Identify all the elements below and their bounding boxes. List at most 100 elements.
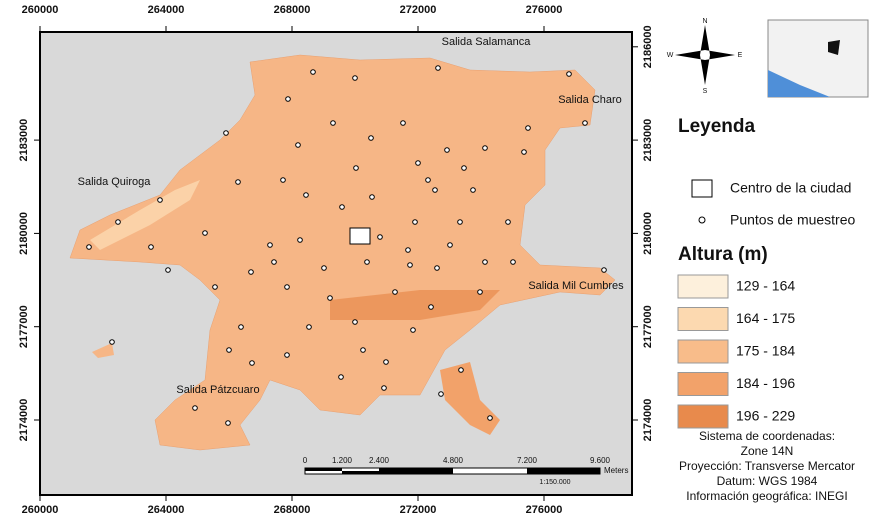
sample-point bbox=[165, 267, 171, 273]
sample-point bbox=[330, 120, 336, 126]
y-tick-label: 2177000 bbox=[642, 305, 654, 348]
sample-point bbox=[383, 359, 389, 365]
sample-point bbox=[525, 125, 531, 131]
legend-swatch bbox=[677, 372, 729, 396]
sample-point bbox=[192, 405, 198, 411]
sample-point bbox=[601, 267, 607, 273]
legend-item: Puntos de muestreo bbox=[730, 212, 856, 228]
low-band bbox=[90, 180, 200, 250]
legend-class-label: 129 - 164 bbox=[736, 278, 795, 294]
sample-point bbox=[284, 284, 290, 290]
y-tick-label: 2180000 bbox=[18, 212, 30, 255]
sample-point bbox=[428, 304, 434, 310]
sample-point bbox=[353, 165, 359, 171]
place-label: Salida Quiroga bbox=[78, 176, 152, 188]
legend-item: Centro de la ciudad bbox=[730, 180, 851, 196]
sample-point bbox=[407, 262, 413, 268]
legend-swatch bbox=[677, 404, 729, 429]
legend-class-label: 196 - 229 bbox=[736, 408, 795, 424]
scale-label: 4.800 bbox=[443, 456, 464, 465]
sample-point bbox=[582, 120, 588, 126]
sample-point bbox=[310, 69, 316, 75]
sample-point bbox=[438, 391, 444, 397]
place-label: Salida Salamanca bbox=[442, 36, 532, 48]
sample-point bbox=[415, 160, 421, 166]
svg-text:S: S bbox=[703, 88, 708, 95]
sample-point bbox=[457, 219, 463, 225]
sample-point bbox=[410, 327, 416, 333]
sample-point bbox=[235, 179, 241, 185]
sample-point bbox=[566, 71, 572, 77]
sample-point bbox=[249, 360, 255, 366]
svg-text:E: E bbox=[738, 52, 743, 59]
scale-label: 7.200 bbox=[517, 456, 538, 465]
sample-point bbox=[271, 259, 277, 265]
sample-point bbox=[321, 265, 327, 271]
sample-point bbox=[470, 187, 476, 193]
sample-point bbox=[86, 244, 92, 250]
x-tick-label: 260000 bbox=[22, 4, 59, 16]
place-label: Salida Pátzcuaro bbox=[176, 384, 259, 396]
legend-class-label: 184 - 196 bbox=[736, 375, 795, 391]
y-tick-label: 2186000 bbox=[642, 25, 654, 68]
scale-bar bbox=[304, 467, 601, 475]
sample-point bbox=[284, 352, 290, 358]
x-tick-label: 276000 bbox=[526, 4, 563, 16]
sample-point bbox=[339, 204, 345, 210]
sample-point bbox=[432, 187, 438, 193]
y-tick-label: 2177000 bbox=[18, 305, 30, 348]
x-tick-label: 268000 bbox=[274, 4, 311, 16]
legend-subtitle: Altura (m) bbox=[678, 244, 768, 265]
sample-point bbox=[447, 242, 453, 248]
sample-point bbox=[425, 177, 431, 183]
info-text: Información geográfica: INEGI bbox=[686, 489, 847, 503]
sample-point bbox=[352, 75, 358, 81]
legend-swatch bbox=[677, 307, 729, 331]
scale-label: 2.400 bbox=[369, 456, 390, 465]
legend-class-label: 175 - 184 bbox=[736, 343, 795, 359]
sample-point bbox=[505, 219, 511, 225]
sample-point bbox=[482, 259, 488, 265]
info-text: Zone 14N bbox=[741, 444, 794, 458]
locator-map bbox=[767, 19, 869, 98]
north-arrow: N S W E bbox=[667, 18, 743, 95]
scale-ratio: 1:150.000 bbox=[539, 479, 570, 486]
info-text: Datum: WGS 1984 bbox=[717, 474, 818, 488]
sample-point bbox=[212, 284, 218, 290]
legend-point-icon bbox=[698, 216, 706, 224]
sample-point bbox=[377, 234, 383, 240]
sample-point bbox=[285, 96, 291, 102]
sample-point bbox=[444, 147, 450, 153]
scale-unit: Meters bbox=[604, 466, 628, 475]
sample-point bbox=[223, 130, 229, 136]
sample-point bbox=[202, 230, 208, 236]
sample-point bbox=[477, 289, 483, 295]
place-label: Salida Mil Cumbres bbox=[528, 280, 624, 292]
legend-swatch bbox=[677, 274, 729, 299]
x-tick-label: 272000 bbox=[400, 504, 437, 516]
x-tick-label: 264000 bbox=[148, 504, 185, 516]
legend-title: Leyenda bbox=[678, 116, 756, 137]
sample-point bbox=[360, 347, 366, 353]
sample-point bbox=[352, 319, 358, 325]
x-tick-label: 272000 bbox=[400, 4, 437, 16]
scale-label: 0 bbox=[303, 456, 308, 465]
sample-point bbox=[412, 219, 418, 225]
info-text: Sistema de coordenadas: bbox=[699, 429, 835, 443]
x-tick-label: 268000 bbox=[274, 504, 311, 516]
sample-point bbox=[368, 135, 374, 141]
sample-point bbox=[482, 145, 488, 151]
legend-swatch bbox=[677, 339, 729, 364]
sample-point bbox=[109, 339, 115, 345]
sample-point bbox=[364, 259, 370, 265]
x-tick-label: 264000 bbox=[148, 4, 185, 16]
southeast-patch bbox=[440, 362, 500, 435]
y-tick-label: 2174000 bbox=[18, 399, 30, 442]
legend-city-icon bbox=[691, 179, 713, 198]
sample-point bbox=[226, 347, 232, 353]
sample-point bbox=[238, 324, 244, 330]
sample-point bbox=[148, 244, 154, 250]
sample-point bbox=[487, 415, 493, 421]
sample-point bbox=[369, 194, 375, 200]
